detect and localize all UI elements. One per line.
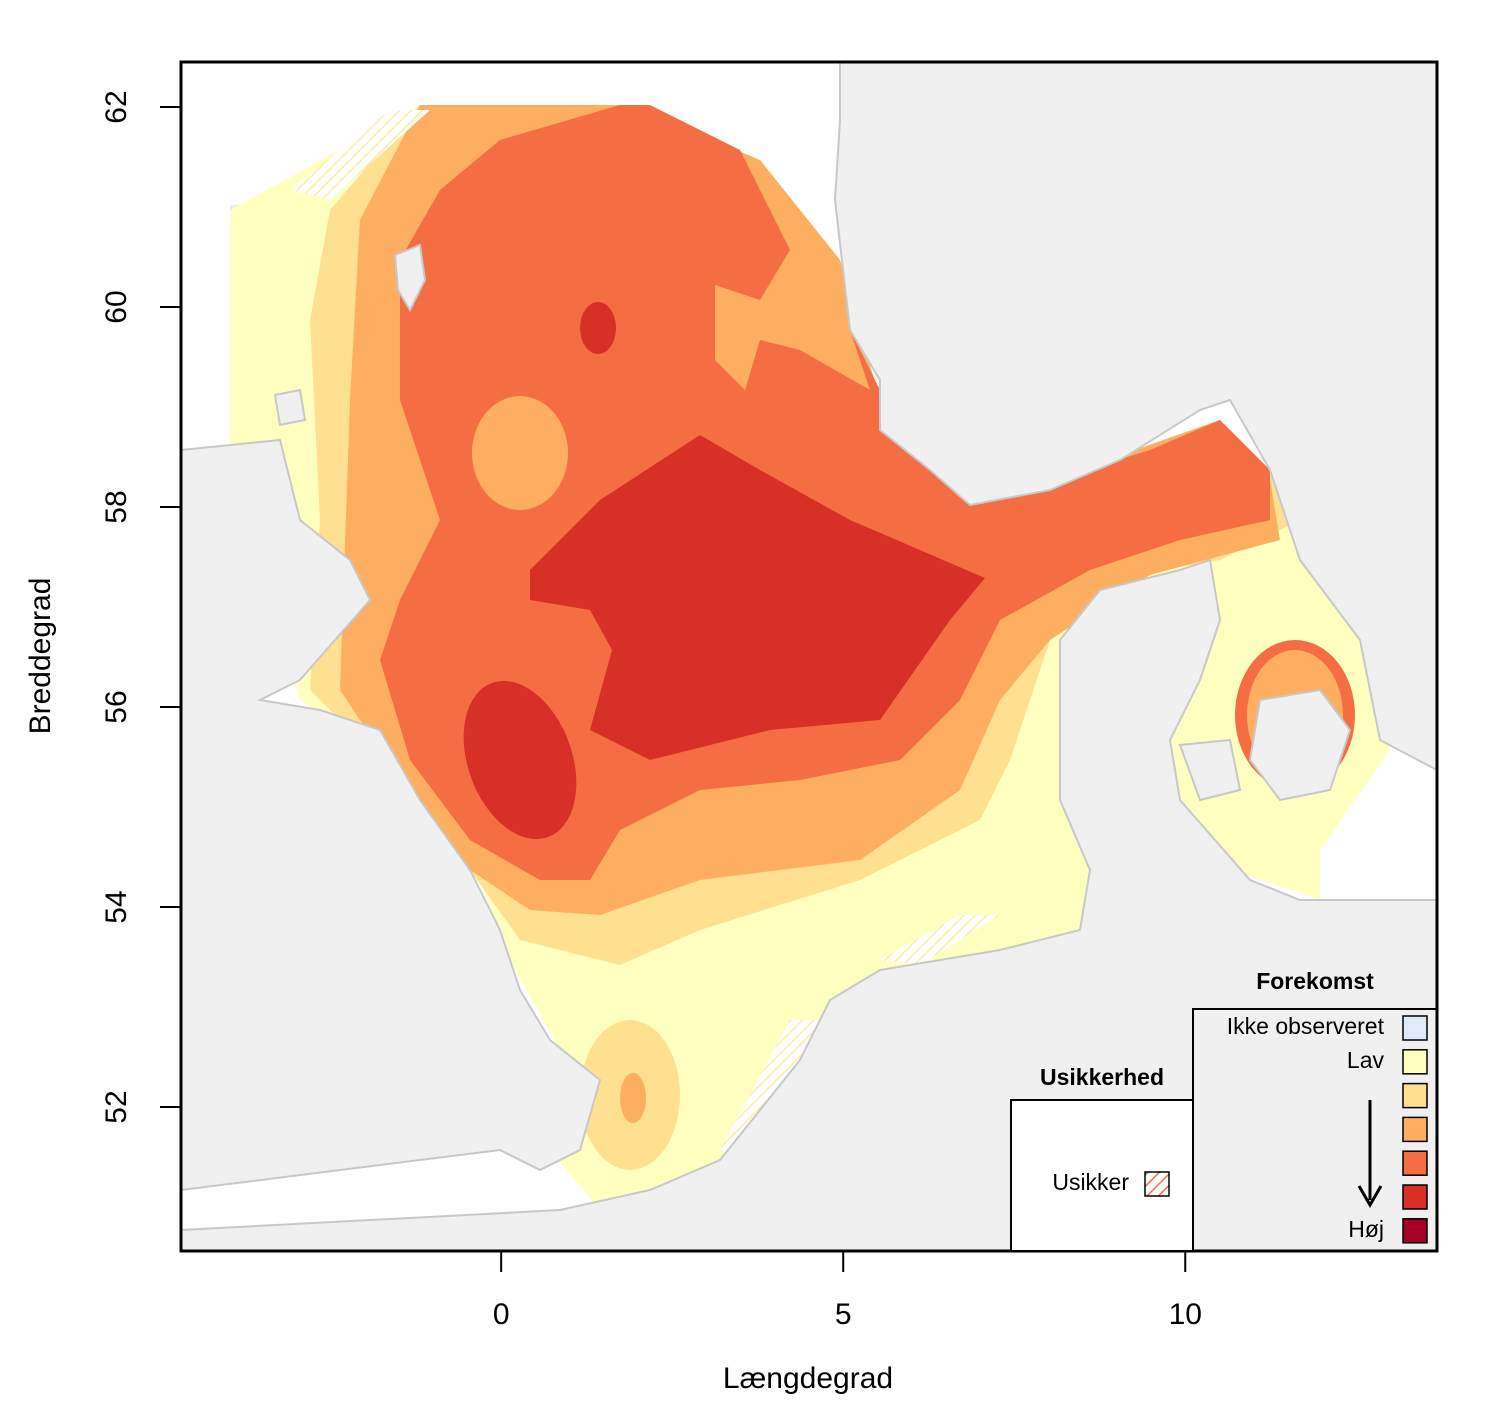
uncertain-area — [290, 110, 430, 200]
x-axis-label: Længdegrad — [723, 1362, 893, 1395]
land-island — [393, 243, 427, 313]
map-area — [181, 62, 1437, 1251]
land-island — [273, 388, 307, 427]
y-axis-label: Breddegrad — [24, 578, 57, 735]
legend-swatch — [1402, 1116, 1428, 1143]
land-britain — [181, 438, 602, 1192]
legend-swatch — [1402, 1150, 1428, 1176]
band-3-patch — [715, 250, 870, 390]
legend-title: Forekomst — [1256, 968, 1374, 994]
y-tick-label: 60 — [100, 290, 133, 323]
legend-swatch — [1402, 1049, 1428, 1075]
band-3-patch — [620, 1073, 646, 1123]
y-tick-label: 58 — [100, 490, 133, 523]
x-tick-label: 5 — [835, 1298, 852, 1331]
x-tick-label: 10 — [1169, 1298, 1202, 1331]
plot-frame — [179, 60, 1439, 1253]
uncertain-area — [880, 915, 1000, 965]
band-5-patch — [463, 680, 577, 840]
legend-title: Usikkerhed — [1040, 1064, 1164, 1090]
land-continent — [181, 558, 1437, 1251]
band-3-patch — [472, 396, 568, 510]
legend-swatch — [1402, 1082, 1428, 1109]
y-tick-label: 52 — [100, 1090, 133, 1123]
legend-label: Høj — [1348, 1216, 1384, 1242]
band-5 — [530, 435, 985, 760]
band-5-patch — [580, 302, 616, 354]
x-tick-label: 0 — [493, 1298, 510, 1331]
legend-box — [1192, 1008, 1438, 1252]
land-island — [1248, 688, 1352, 802]
land-island — [1178, 738, 1242, 802]
legend-label: Usikker — [1052, 1169, 1129, 1195]
legend-arrow-head — [1357, 1185, 1383, 1208]
y-tick-label: 56 — [100, 690, 133, 723]
legend-swatch — [1144, 1171, 1170, 1197]
legend-label: Lav — [1347, 1047, 1385, 1073]
uncertain-area — [720, 1020, 820, 1160]
y-tick-label: 54 — [100, 890, 133, 923]
y-tick-label: 62 — [100, 90, 133, 123]
land-scandinavia — [833, 62, 1437, 772]
legend-swatch — [1402, 1184, 1428, 1210]
legend-swatch — [1402, 1015, 1428, 1041]
legend-swatch — [1402, 1218, 1428, 1244]
legend-label: Ikke observeret — [1227, 1013, 1385, 1039]
